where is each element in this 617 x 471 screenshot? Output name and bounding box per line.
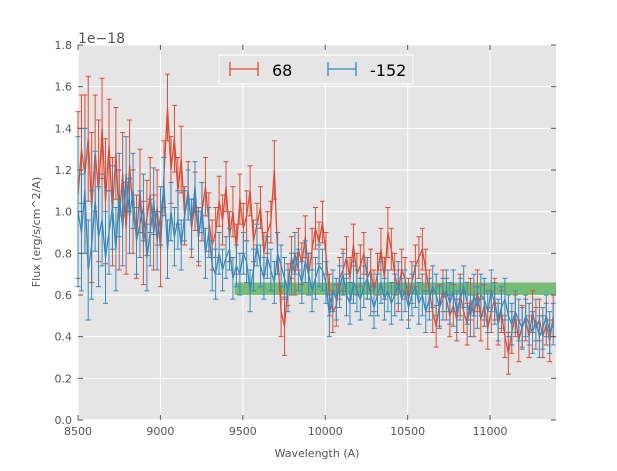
y-tick-label: 1.6	[55, 81, 73, 94]
x-tick-label: 8500	[64, 425, 92, 438]
x-tick-label: 11000	[473, 425, 508, 438]
y-tick-label: 1.0	[55, 206, 73, 219]
x-tick-label: 9500	[229, 425, 257, 438]
x-tick-label: 10000	[308, 425, 343, 438]
y-tick-label: 1.8	[55, 39, 73, 52]
y-tick-label: 1.4	[55, 122, 73, 135]
x-axis-label: Wavelength (A)	[275, 447, 360, 460]
y-tick-label: 0.8	[55, 247, 73, 260]
y-tick-label: 0.4	[55, 331, 73, 344]
legend-label-152: -152	[370, 61, 406, 80]
offset-text: 1e−18	[78, 31, 125, 47]
ticks: 8500 9000 9500 10000 10500 11000 0.0 0.2 0.4 0.6 0…	[55, 39, 556, 438]
y-tick-label: 1.2	[55, 164, 73, 177]
legend-item-68: 68	[229, 61, 292, 80]
series-layer	[75, 73, 556, 375]
series-line-neg152	[77, 173, 554, 338]
legend-item-152: -152	[327, 61, 406, 80]
y-axis-label: Flux (erg/s/cm^2/A)	[30, 177, 43, 287]
legend-label-68: 68	[272, 61, 292, 80]
legend: 68 -152	[218, 54, 414, 85]
y-tick-label: 0.0	[55, 414, 73, 427]
y-tick-label: 0.6	[55, 289, 73, 302]
x-tick-label: 9000	[146, 425, 174, 438]
x-tick-label: 10500	[390, 425, 425, 438]
y-tick-label: 0.2	[55, 372, 73, 385]
